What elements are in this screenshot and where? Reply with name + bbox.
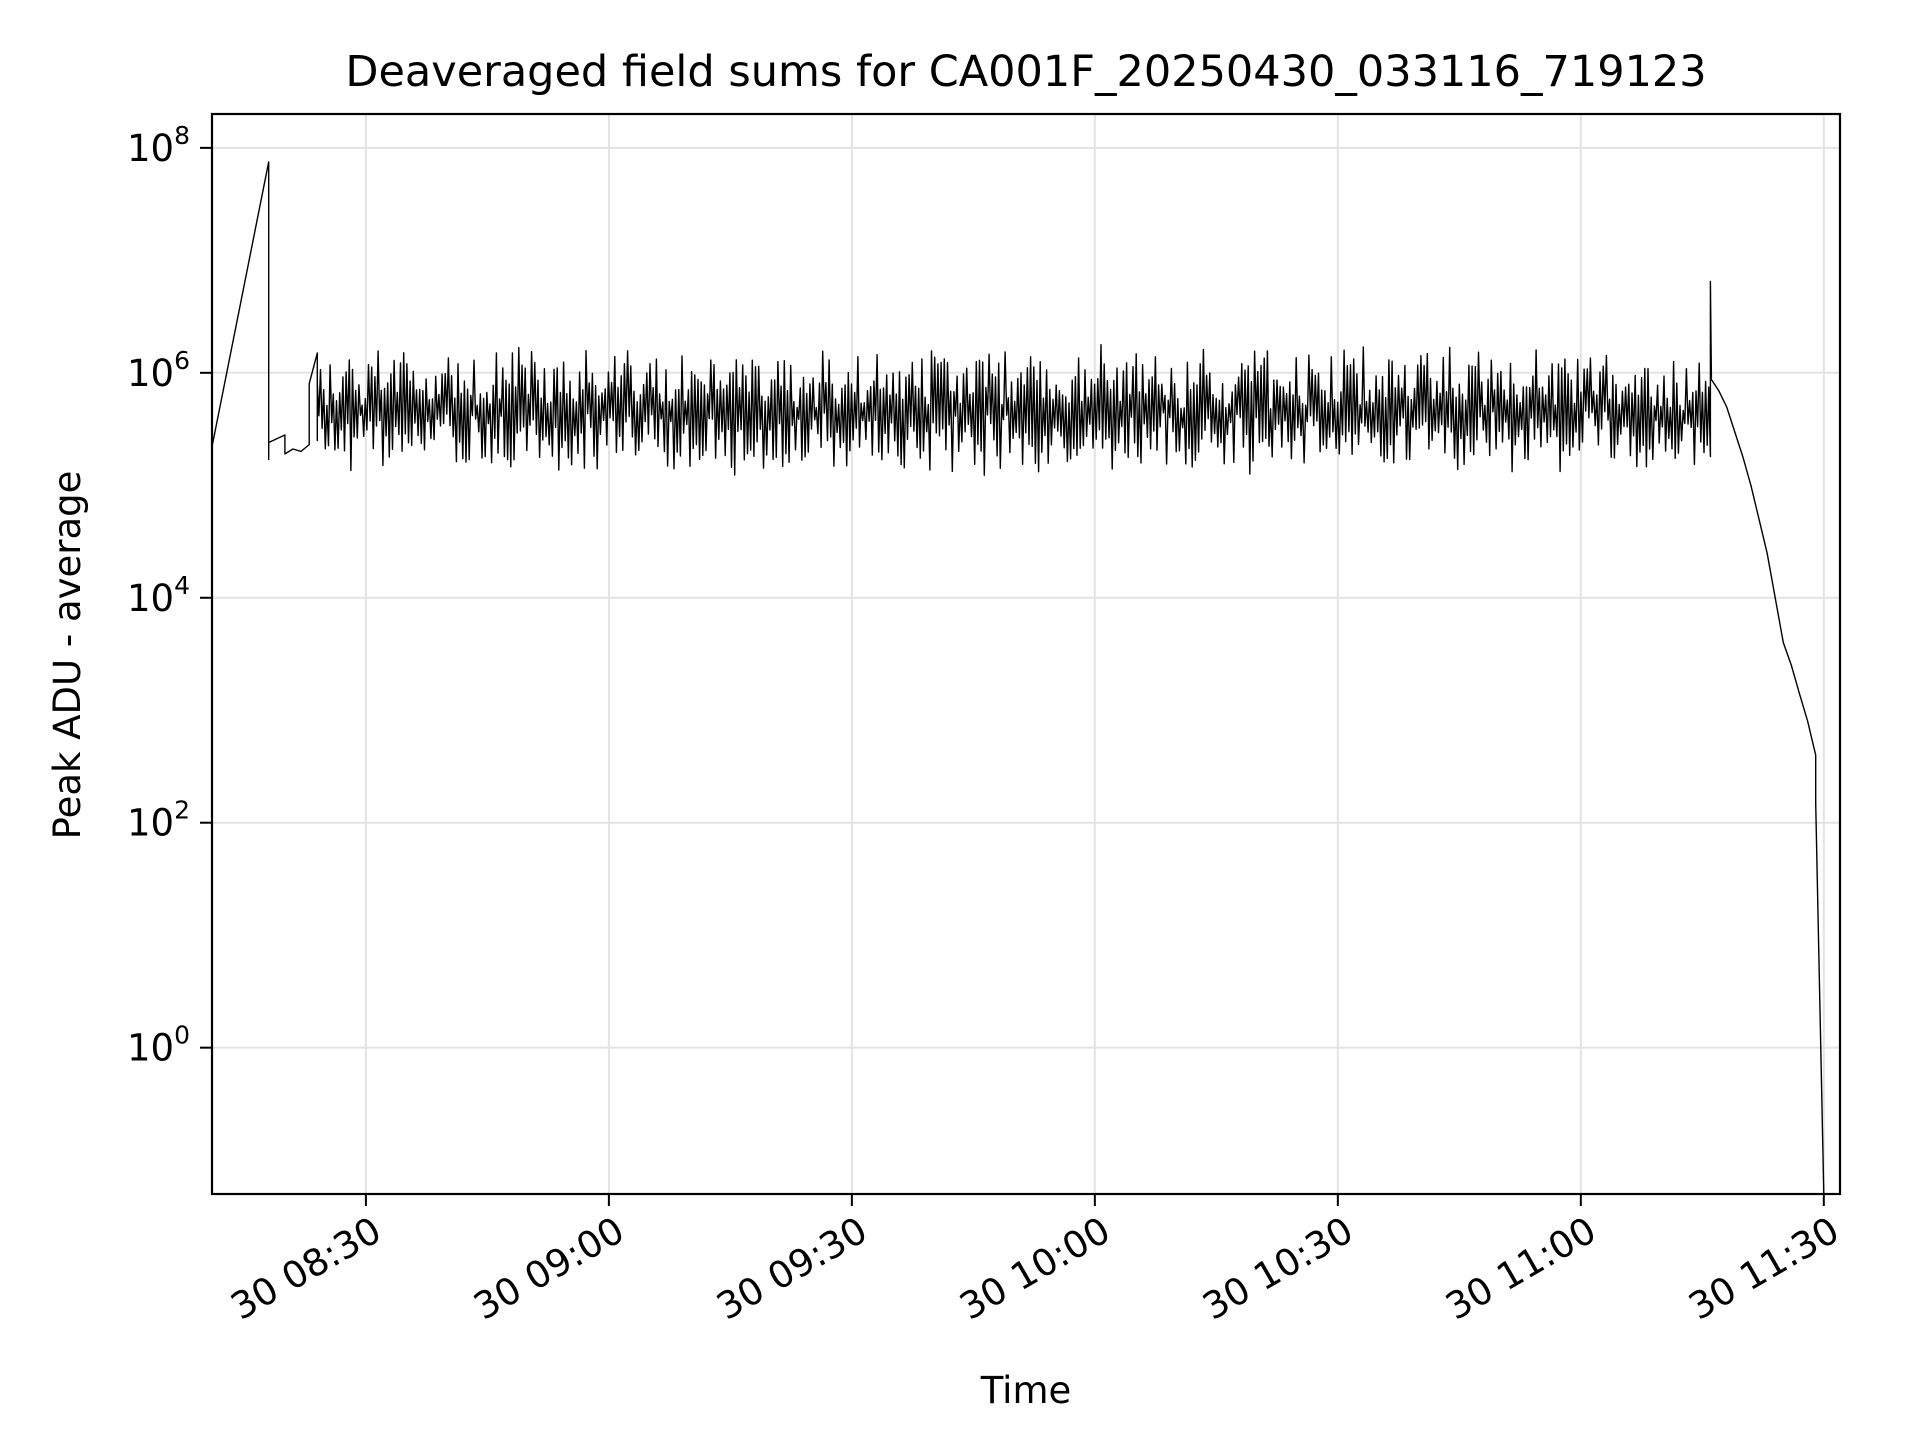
plot-frame: [210, 112, 1842, 1196]
chart-title: Deaveraged field sums for CA001F_2025043…: [345, 47, 1706, 97]
grid: [212, 114, 1840, 1194]
y-tick-base: 10: [127, 802, 174, 845]
y-axis-label: Peak ADU - average: [46, 471, 89, 840]
x-axis-label: Time: [980, 1369, 1072, 1412]
series-line: [211, 161, 1825, 1195]
y-tick-label: 106: [127, 346, 190, 395]
y-tick-exponent: 8: [174, 121, 190, 150]
y-tick-exponent: 6: [174, 346, 190, 375]
y-tick-exponent: 0: [174, 1021, 190, 1050]
plot-area: [211, 161, 1825, 1195]
y-tick-base: 10: [127, 577, 174, 620]
y-tick-label: 102: [127, 796, 190, 845]
y-tick-base: 10: [127, 1027, 174, 1070]
y-tick-label: 100: [127, 1021, 190, 1070]
y-tick-base: 10: [127, 127, 174, 170]
y-tick-label: 104: [127, 571, 190, 620]
y-tick-exponent: 2: [174, 796, 190, 825]
y-tick-base: 10: [127, 352, 174, 395]
y-tick-exponent: 4: [174, 571, 190, 600]
y-tick-label: 108: [127, 121, 190, 170]
